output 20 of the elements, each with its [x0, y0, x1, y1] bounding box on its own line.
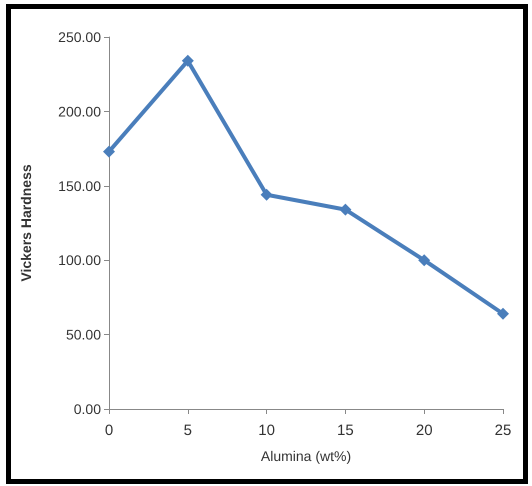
y-tick-label: 50.00 [66, 326, 102, 343]
x-tick-label: 10 [258, 422, 275, 439]
x-tick-label: 25 [494, 422, 512, 439]
x-tick-label: 20 [416, 422, 433, 439]
x-tick-label: 5 [184, 422, 192, 439]
y-axis-title: Vickers Hardness [18, 164, 34, 282]
x-tick-label: 0 [104, 422, 114, 439]
y-tick-label: 100.00 [58, 252, 102, 268]
y-tick-label: 150.00 [58, 178, 102, 194]
point [418, 254, 430, 266]
point [339, 204, 352, 216]
x-tick-label: 15 [337, 422, 354, 439]
point [497, 308, 509, 320]
x-axis-title: Alumina (wt%) [260, 448, 352, 464]
point [260, 188, 273, 201]
y-tick-label: 0.00 [74, 401, 102, 417]
y-tick-label: 250.00 [58, 29, 102, 45]
point [103, 146, 115, 158]
point [182, 54, 194, 67]
y-tick-label: 200.00 [58, 103, 102, 120]
